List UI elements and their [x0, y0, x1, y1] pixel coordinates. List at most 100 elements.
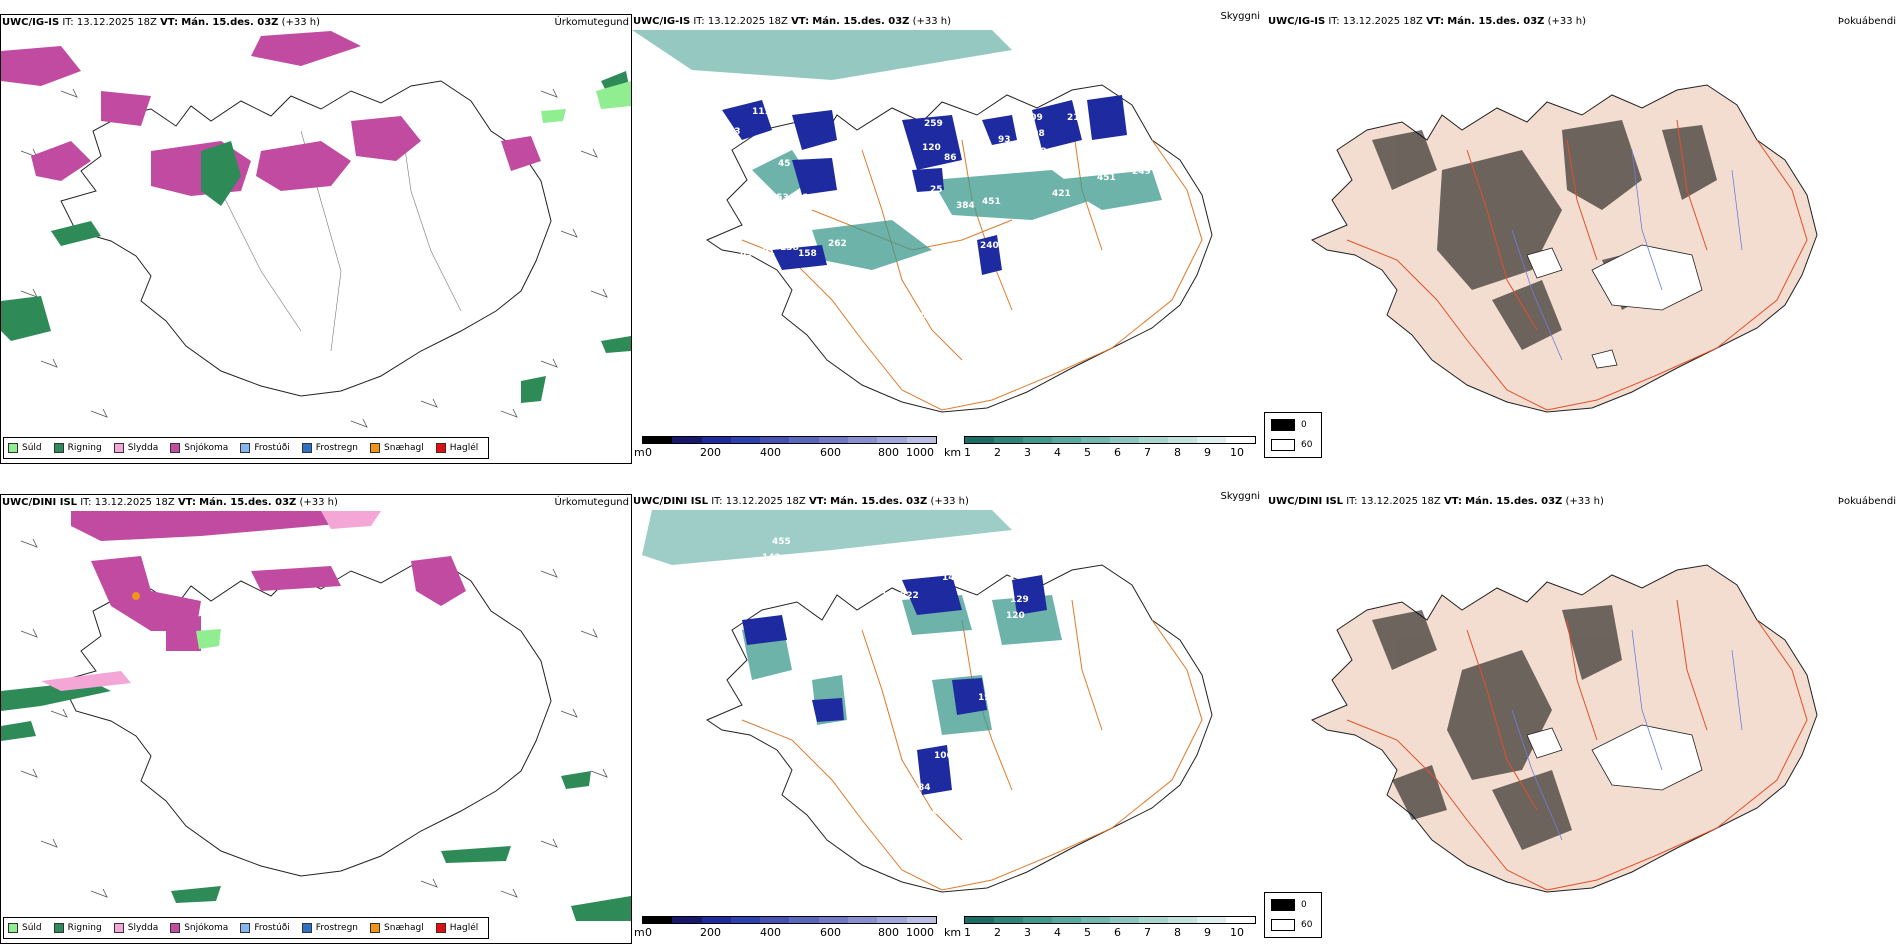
precip-map — [1, 31, 631, 428]
legend-swatch — [435, 923, 446, 933]
ceiling-label: 111 — [814, 637, 833, 647]
panel-header: UWC/IG-IS IT: 13.12.2025 18Z VT: Mán. 15… — [1, 15, 631, 31]
ceiling-label: 53 — [872, 169, 885, 179]
legend-swatch — [240, 923, 251, 933]
rain-areas — [1, 681, 631, 921]
legend-item: Snæhagl — [370, 443, 424, 453]
ceiling-label: 149 — [942, 573, 961, 583]
colorbar-strip — [964, 916, 1256, 924]
snow-pellet-area — [132, 592, 140, 600]
fog-panel-row2: UWC/DINI ISL IT: 13.12.2025 18Z VT: Mán.… — [1262, 494, 1900, 944]
ceiling-label: 138 — [780, 243, 799, 253]
ceiling-label: 43 — [932, 807, 945, 817]
ceiling-label: 160 — [914, 311, 933, 321]
fog-map — [1310, 84, 1818, 413]
ceiling-label: 15 — [802, 359, 815, 369]
legend-swatch — [170, 443, 181, 453]
lead-time: (+33 h) — [930, 496, 969, 507]
ceiling-label: 83 — [730, 97, 743, 107]
precip-type-panel-row2: UWC/DINI ISL IT: 13.12.2025 18Z VT: Mán.… — [0, 494, 632, 944]
ceiling-label: 63 — [728, 127, 741, 137]
ceiling-label: 83 — [740, 249, 753, 259]
panel-title: Úrkomutegund — [554, 497, 629, 508]
snow-areas — [71, 511, 466, 651]
panel-header: UWC/DINI ISL IT: 13.12.2025 18Z VT: Mán.… — [1, 495, 631, 511]
rivers — [1511, 149, 1743, 361]
ceiling-label: 68 — [894, 157, 907, 167]
ceiling-label: 120 — [1006, 611, 1025, 621]
ceiling-label: 629 — [894, 199, 913, 209]
ceiling-label: 213 — [1067, 113, 1086, 123]
colorbar-unit: m — [634, 446, 645, 459]
legend-swatch — [301, 923, 312, 933]
colorbar-unit: km — [944, 926, 962, 939]
ceiling-label: 130 — [1008, 571, 1027, 581]
sleet-areas — [41, 511, 381, 691]
init-time: 13.12.2025 18Z — [1342, 16, 1423, 27]
cloud-legend-row2: 0 60 — [1264, 892, 1322, 938]
ceiling-label: 421 — [1052, 189, 1071, 199]
legend-swatch — [170, 923, 181, 933]
legend-item: Frostregn — [301, 923, 358, 933]
legend-swatch — [370, 923, 381, 933]
ceiling-label: 84 — [918, 783, 931, 793]
legend-swatch — [370, 443, 381, 453]
precip-legend: Súld Rigning Slydda Snjókoma Frostúði Fr… — [3, 437, 490, 459]
colorbar-strip — [964, 436, 1256, 444]
panel-title: Þokuábendi — [1837, 16, 1896, 27]
legend-item: Slydda — [113, 443, 158, 453]
ceiling-label: 149 — [788, 563, 807, 573]
valid-time: Mán. 15.des. 03Z — [1447, 16, 1545, 27]
valid-time: Mán. 15.des. 03Z — [812, 16, 910, 27]
legend-swatch — [113, 443, 124, 453]
panel-title: Skyggni — [1220, 491, 1260, 502]
ceiling-label: 262 — [828, 239, 847, 249]
ceiling-label: 18 — [934, 871, 947, 881]
legend-swatch — [113, 923, 124, 933]
panel-header: UWC/DINI ISL IT: 13.12.2025 18Z VT: Mán.… — [1262, 494, 1900, 510]
ceiling-label: 142 — [790, 193, 809, 203]
precip-type-panel-row1: UWC/IG-IS IT: 13.12.2025 18Z VT: Mán. 15… — [0, 14, 632, 464]
legend-item: Súld — [8, 923, 42, 933]
legend-swatch — [301, 443, 312, 453]
colorbar-unit: km — [944, 446, 962, 459]
fog-panel-row1: UWC/IG-IS IT: 13.12.2025 18Z VT: Mán. 15… — [1262, 14, 1900, 464]
ceiling-label: 45 — [778, 159, 791, 169]
ceiling-label: 238 — [1072, 571, 1091, 581]
colorbar-strip — [642, 916, 937, 924]
ceiling-label: 209 — [876, 185, 895, 195]
visibility-map: 428 322 83 111 101 63 45 205 68 120 86 2… — [632, 30, 1213, 413]
ceiling-label: 111 — [752, 107, 771, 117]
ceiling-label: 166 — [762, 207, 781, 217]
legend-item: Frostúði — [240, 923, 290, 933]
model-name: UWC/IG-IS — [633, 16, 691, 27]
visibility-haze — [642, 510, 1012, 565]
valid-time: Mán. 15.des. 03Z — [1465, 496, 1563, 507]
legend-swatch — [8, 923, 18, 933]
lead-time: (+33 h) — [1547, 16, 1587, 27]
panel-header: UWC/IG-IS IT: 13.12.2025 18Z VT: Mán. 15… — [633, 11, 1260, 27]
ceiling-label: 116 — [1090, 603, 1109, 613]
valid-time: Mán. 15.des. 03Z — [199, 497, 297, 508]
ceiling-label: 384 — [956, 201, 975, 211]
ceiling-label: 106 — [934, 751, 953, 761]
rivers — [1511, 629, 1743, 841]
init-time: 13.12.2025 18Z — [1360, 496, 1441, 507]
ceiling-label: 101 — [756, 247, 775, 257]
ceiling-label: 127 — [1092, 145, 1111, 155]
ceiling-label: 140 — [860, 773, 879, 783]
ceiling-label: 222 — [900, 591, 919, 601]
roads — [1346, 599, 1808, 891]
legend-swatch — [1271, 439, 1295, 451]
legend-item: Frostregn — [301, 443, 358, 453]
init-time: 13.12.2025 18Z — [76, 17, 157, 28]
legend-item: Súld — [8, 443, 42, 453]
ceiling-label: 25 — [900, 739, 913, 749]
drizzle-areas — [196, 629, 221, 649]
panel-title: Skyggni — [1220, 11, 1260, 22]
lead-time: (+33 h) — [912, 16, 952, 27]
colorbar-strip — [642, 436, 937, 444]
ceiling-label: 451 — [1097, 173, 1116, 183]
iceland-outline — [60, 80, 552, 397]
panel-header: UWC/DINI ISL IT: 13.12.2025 18Z VT: Mán.… — [633, 491, 1260, 507]
